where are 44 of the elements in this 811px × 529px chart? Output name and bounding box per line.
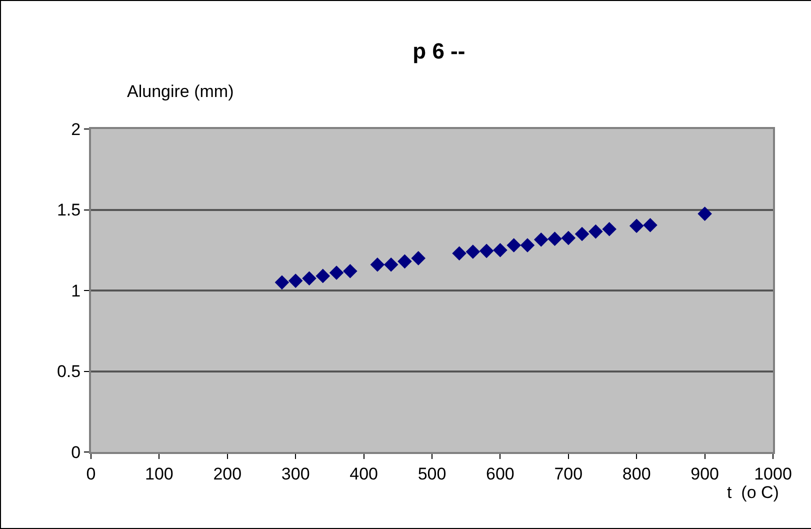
point — [329, 266, 344, 280]
point — [561, 230, 576, 246]
x-axis-title: t (o C) — [727, 483, 779, 502]
point — [534, 232, 548, 247]
x-tick-label: 500 — [418, 464, 446, 484]
point — [643, 218, 658, 232]
point — [398, 254, 412, 269]
point — [602, 222, 616, 236]
point — [316, 268, 330, 284]
x-tick-label: 100 — [145, 464, 174, 484]
point — [274, 275, 290, 290]
x-tick-label: 300 — [281, 464, 310, 484]
point — [520, 238, 535, 252]
point — [479, 244, 494, 258]
x-tick-label: 0 — [86, 464, 96, 484]
point — [506, 238, 521, 252]
x-tick-label: 900 — [690, 464, 719, 484]
x-tick-label: 1000 — [754, 464, 792, 484]
x-tick-label: 700 — [554, 464, 583, 484]
point — [466, 244, 480, 259]
y-tick-label: 1 — [71, 281, 81, 300]
point — [343, 264, 358, 278]
point — [574, 226, 590, 242]
point — [302, 271, 316, 286]
x-tick-label: 600 — [486, 464, 514, 484]
chart-title: p 6 -- — [412, 38, 466, 64]
y-tick-label: 0.5 — [56, 362, 81, 382]
y-axis-title: Alungire (mm) — [127, 82, 234, 101]
point — [493, 242, 508, 258]
y-tick-label: 1.5 — [56, 200, 81, 220]
point — [384, 258, 398, 272]
y-tick-label: 0 — [71, 442, 81, 462]
x-tick-label: 800 — [622, 464, 651, 484]
point — [452, 246, 466, 260]
point — [629, 218, 644, 234]
x-tick-label: 200 — [213, 464, 242, 484]
point — [288, 274, 303, 288]
x-tick-label: 400 — [350, 464, 378, 484]
y-tick-label: 2 — [71, 120, 81, 139]
point — [411, 251, 426, 266]
point — [370, 258, 385, 272]
point — [588, 224, 603, 239]
point — [548, 232, 562, 246]
point — [698, 206, 712, 221]
